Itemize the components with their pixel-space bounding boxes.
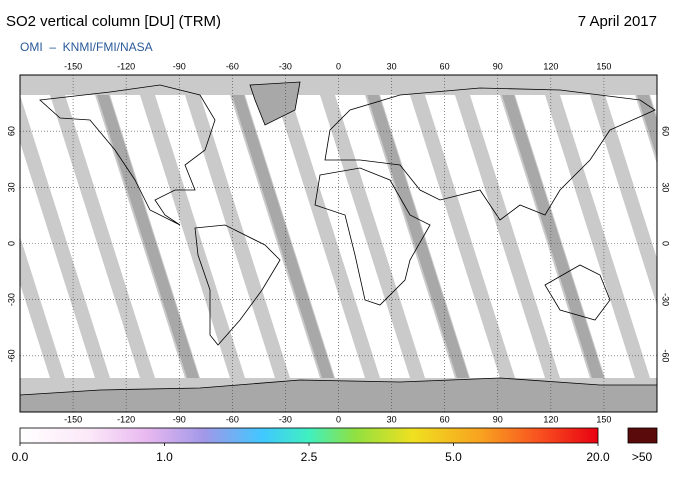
swath	[335, 95, 455, 378]
map-frame	[19, 74, 658, 413]
lat-label-left: 30	[6, 182, 16, 192]
swath	[605, 95, 657, 259]
lon-label-top: -90	[173, 61, 186, 71]
swath-overlap	[232, 95, 334, 378]
swath	[110, 95, 230, 378]
colorbar-overflow	[627, 427, 658, 444]
swath	[245, 95, 365, 378]
date: 7 April 2017	[578, 13, 657, 30]
swath	[200, 95, 320, 378]
title: SO2 vertical column [DU] (TRM)	[6, 13, 221, 30]
swath-overlap	[97, 95, 199, 378]
swath	[65, 95, 185, 378]
lon-label-bottom: 90	[493, 414, 503, 424]
lon-label-bottom: 30	[387, 414, 397, 424]
credit: OMI – KNMI/FMI/NASA	[20, 40, 153, 54]
lat-label-right: 0	[661, 241, 671, 246]
lon-label-top: 150	[596, 61, 611, 71]
lon-label-top: 120	[543, 61, 558, 71]
swath	[20, 95, 140, 378]
lat-label-left: 60	[6, 126, 16, 136]
grid	[20, 75, 657, 412]
swath	[380, 95, 500, 378]
lon-label-bottom: 60	[440, 414, 450, 424]
lat-label-right: 30	[661, 182, 671, 192]
labels: -150 -150 -120 -120 -90 -90 -60 -60 -30 -30 0 0 30 30…	[6, 61, 670, 464]
overflow-label: >50	[632, 450, 653, 464]
lat-label-right: -60	[661, 349, 671, 362]
lon-label-top: 30	[387, 61, 397, 71]
lat-label-left: 0	[6, 241, 16, 246]
colorbar-label: 5.0	[445, 450, 462, 464]
lon-label-bottom: 0	[336, 414, 341, 424]
lon-label-top: -60	[226, 61, 239, 71]
colorbar-label: 0.0	[12, 450, 29, 464]
lon-label-bottom: 150	[596, 414, 611, 424]
swath	[425, 95, 545, 378]
lon-label-top: -30	[279, 61, 292, 71]
swath	[0, 95, 5, 378]
swath-overlap	[367, 95, 469, 378]
swath	[470, 95, 590, 378]
colorbar-label: 1.0	[156, 450, 173, 464]
lat-label-right: -30	[661, 293, 671, 306]
lon-label-top: -120	[117, 61, 135, 71]
colorbar-label: 2.5	[301, 450, 318, 464]
lon-label-top: -150	[64, 61, 82, 71]
swath	[20, 283, 50, 378]
lon-label-top: 90	[493, 61, 503, 71]
colorbar-label: 20.0	[586, 450, 610, 464]
lat-label-left: -30	[6, 293, 16, 306]
lat-label-right: 60	[661, 126, 671, 136]
swath	[20, 142, 95, 378]
lon-label-bottom: 120	[543, 414, 558, 424]
continents	[20, 81, 657, 412]
swath-overlap	[502, 95, 604, 378]
colorbar	[19, 427, 599, 444]
lon-label-bottom: -30	[279, 414, 292, 424]
lon-label-bottom: -90	[173, 414, 186, 424]
lat-label-left: -60	[6, 349, 16, 362]
swath-overlap	[637, 95, 657, 158]
lon-label-bottom: -60	[226, 414, 239, 424]
lon-label-bottom: -120	[117, 414, 135, 424]
lon-label-top: 60	[440, 61, 450, 71]
lon-label-top: 0	[336, 61, 341, 71]
map	[0, 75, 657, 412]
lon-label-bottom: -150	[64, 414, 82, 424]
swath	[650, 95, 657, 118]
